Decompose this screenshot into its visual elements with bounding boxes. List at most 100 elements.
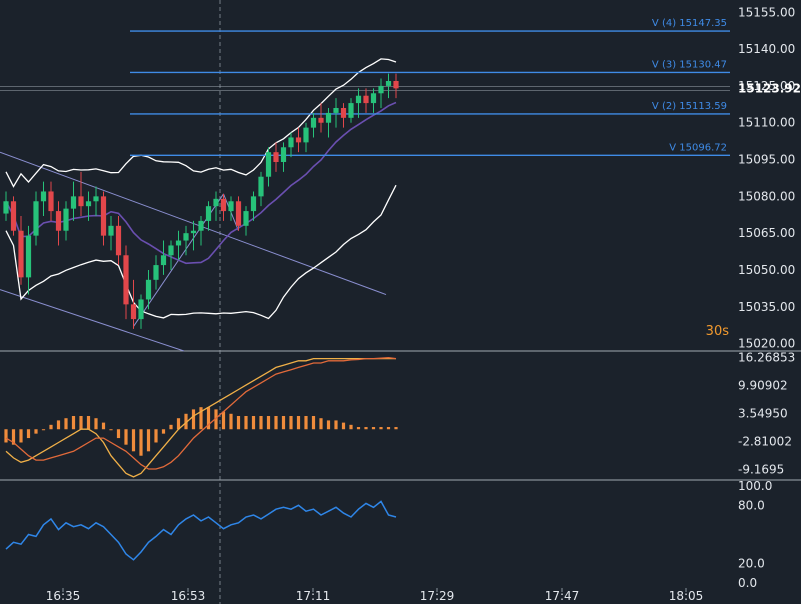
candle-body [18,230,24,278]
macd-histogram-bar [386,427,391,430]
price-tick-label: 15080.00 [738,189,795,203]
macd-histogram-bar [79,416,83,430]
macd-histogram-bar [139,429,143,456]
rsi-tick-label: 80.0 [738,498,765,512]
candle-body [138,299,144,320]
macd-histogram-bar [26,429,31,439]
macd-histogram-bar [34,429,38,434]
macd-histogram-bar [371,427,376,430]
candle-body [100,196,107,236]
candle-body [85,201,92,207]
candle-body [250,196,257,212]
price-level-label: V 15096.72 [669,142,727,153]
candle-body [340,108,347,118]
macd-histogram-bar [124,429,128,445]
macd-histogram-bar [101,422,106,430]
macd-tick-label: -9.1695 [738,463,784,477]
candle-body [3,201,9,214]
macd-histogram-bar [266,416,271,430]
candle-body [288,137,294,148]
candle-body [108,225,114,236]
macd-histogram-bar [191,409,196,430]
macd-histogram-bar [289,416,293,430]
macd-histogram-bar [326,420,331,430]
macd-histogram-bar [154,429,158,443]
candle-body [93,196,99,202]
time-tick-label: 17:29 [420,589,455,603]
candle-body [190,230,197,234]
rsi-tick-label: 20.0 [738,557,765,571]
channel-lower-line [0,289,185,352]
macd-histogram-bar [176,418,181,430]
candle-body [175,240,182,246]
macd-histogram-bar [236,416,241,430]
price-tick-label: 15155.00 [738,5,795,19]
macd-histogram-bar [251,416,256,430]
macd-histogram-bar [161,429,166,434]
macd-tick-label: 16.26853 [738,350,795,364]
candle-body [273,152,279,162]
candle-body [235,201,242,226]
candle-body [333,108,339,113]
candle-body [55,211,62,231]
candle-body [258,176,264,197]
macd-histogram-bar [94,418,98,430]
candle-body [145,279,152,300]
macd-histogram-bar [41,429,46,431]
macd-panel [4,357,398,478]
macd-histogram-bar [49,424,53,430]
last-price-label: 15123.92 [738,82,801,96]
candle-body [318,117,324,123]
candle-body [183,233,189,241]
macd-histogram-bar [206,407,211,430]
candle-body [228,201,234,212]
macd-tick-label: 3.54950 [738,407,788,421]
price-tick-label: 15065.00 [738,226,795,240]
macd-histogram-bar [56,420,61,430]
macd-histogram-bar [116,429,121,439]
macd-tick-label: -2.81002 [738,435,792,449]
macd-histogram-bar [131,429,136,452]
axes: 15155.00 15140.00 15125.00 15110.00 15095.00… [46,5,801,603]
macd-histogram-bar [146,429,151,452]
candle-body [295,137,302,143]
candle-body [78,196,84,207]
candle-body [220,198,227,212]
moving-average-line [5,101,397,265]
candle-body [370,93,377,104]
candle-body [33,201,39,236]
bollinger-lower-line [5,184,397,320]
macd-histogram-bar [221,411,226,430]
candle-body [25,235,32,278]
macd-tick-label: 9.90902 [738,379,788,393]
candle-body [355,95,362,104]
price-levels[interactable]: V (4) 15147.35 V (3) 15130.47 V (2) 15113.… [130,18,730,157]
macd-histogram-bar [364,427,368,430]
macd-histogram-bar [356,427,361,430]
macd-signal-line [5,357,397,470]
macd-histogram-bar [86,416,91,430]
bollinger-upper-line [5,58,397,188]
macd-histogram-bar [274,416,278,430]
candle-body [153,265,159,280]
macd-histogram-bar [11,429,16,445]
candle-body [63,208,69,231]
macd-histogram-bar [4,429,8,443]
price-tick-label: 15140.00 [738,42,795,56]
candle-body [40,191,47,202]
rsi-tick-label: 100.0 [738,479,772,493]
candle-body [48,191,54,212]
macd-histogram-bar [169,424,173,430]
timeframe-label[interactable]: 30s [706,324,730,339]
price-tick-label: 15125.00 [738,79,795,93]
candle-body [205,206,212,221]
price-level-label: V (4) 15147.35 [652,18,727,29]
macd-histogram-bar [334,420,338,430]
candle-body [303,127,309,143]
candle-body [310,117,317,128]
candle-body [10,201,17,231]
candle-body [325,112,332,123]
price-level-label: V (2) 15113.59 [652,101,727,112]
